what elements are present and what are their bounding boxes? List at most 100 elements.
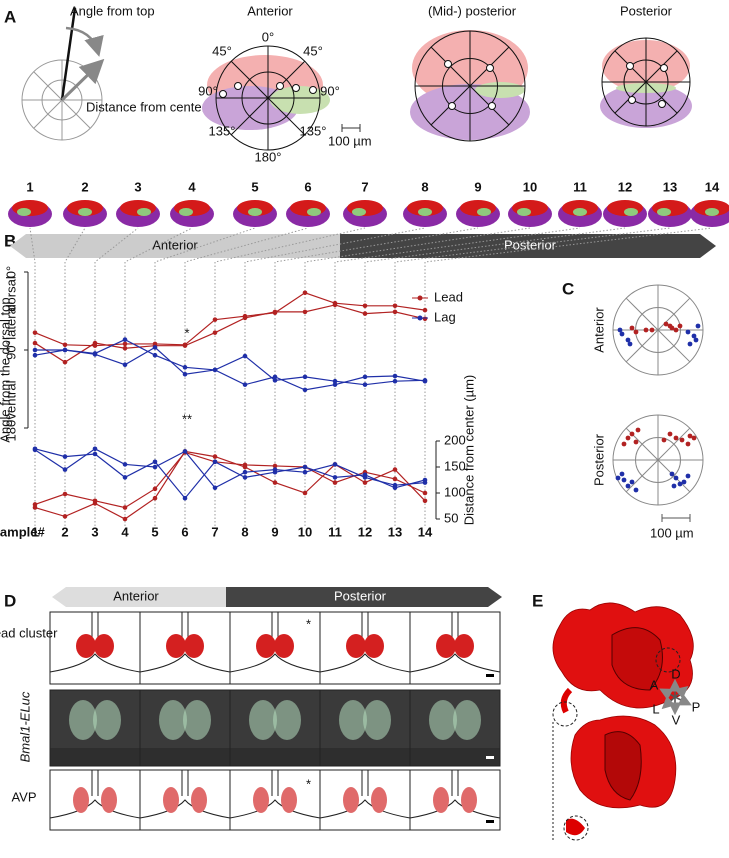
sample-number: 13 [663,179,677,194]
label: Distance from center [86,99,207,114]
point [422,307,428,313]
y-tick-label: 0° [3,266,18,278]
point [182,365,188,370]
dot [626,62,634,70]
arrow-label: Posterior [334,588,387,603]
nucleus [253,787,269,813]
sample-number: 11 [573,179,587,194]
arrow [10,234,340,258]
y2-tick-label: 150 [444,458,466,473]
sample-number: 5 [251,179,258,194]
sample-number: 1 [26,179,33,194]
section-grid [49,611,501,831]
dot [658,100,666,108]
point [332,462,338,467]
point [302,469,308,475]
axis-label: A [650,677,659,692]
annotation: * [306,616,311,631]
outline [49,799,141,819]
point [422,316,428,322]
point [242,469,248,475]
point [182,371,188,377]
spoke [625,297,691,363]
sample-number: 10 [523,179,537,194]
sample-image [694,200,729,216]
sample-number: 8 [421,179,428,194]
point [332,480,338,485]
sample-image [477,208,491,216]
legend-label: Lead [434,289,463,304]
point [392,476,398,482]
dot [643,327,649,333]
point [122,462,128,467]
sample-number: 9 [474,179,481,194]
dot [488,102,496,110]
dot [486,64,494,72]
sample-image [179,208,193,216]
point [32,347,38,353]
nucleus [346,634,366,658]
guide-line [29,227,36,526]
annotation: ** [182,411,192,426]
row-label: Lead cluster [0,625,58,640]
point [32,340,38,346]
point [392,482,398,488]
point [152,345,158,350]
label: Angle from top [70,3,155,18]
x-tick-label: 5 [151,524,158,539]
point [62,514,68,519]
point [122,337,128,342]
dot [276,82,284,90]
dot [627,341,633,347]
nucleus [461,787,477,813]
x-tick-label: 12 [358,524,372,539]
arrow [226,587,502,607]
angle-label: 45° [212,43,232,58]
polar-maps [202,30,692,151]
outline [409,653,501,673]
arrow [340,234,716,258]
point [392,373,398,379]
sample-image [78,208,92,216]
dot [687,433,693,439]
sample-image [307,208,321,216]
point [92,340,98,346]
dot [629,479,635,485]
point [182,343,188,348]
dot [673,435,679,441]
outline [49,653,141,673]
dot [621,477,627,483]
nucleus [436,634,456,658]
point [92,352,98,357]
dot [661,437,667,443]
sample-strip: 1 2 3 4 5 6 7 8 9 10 11 12 13 14 [8,179,729,227]
x-tick-label: 9 [271,524,278,539]
point [332,378,338,384]
angle-label: 180° [255,149,282,164]
nucleus [256,634,276,658]
point [422,498,428,504]
x-tick-label: 8 [241,524,248,539]
point [32,330,38,335]
dot [669,471,675,477]
sample-number: 14 [705,179,720,194]
dot [691,333,697,339]
scale-bar [661,514,691,522]
row-label: Bmal1-ELuc [17,691,32,762]
point [302,464,308,470]
dot [633,487,639,493]
nucleus [94,634,114,658]
nucleus [364,634,384,658]
glow [273,700,301,740]
sample-image [573,208,587,216]
point [212,459,218,465]
dot [667,323,673,329]
series-line [34,292,426,347]
dot [681,479,687,485]
point [152,486,158,492]
guide-line [304,227,531,526]
point [302,374,308,380]
angle-label: 90° [320,83,340,98]
guide-line [94,227,139,526]
outline [409,799,501,819]
